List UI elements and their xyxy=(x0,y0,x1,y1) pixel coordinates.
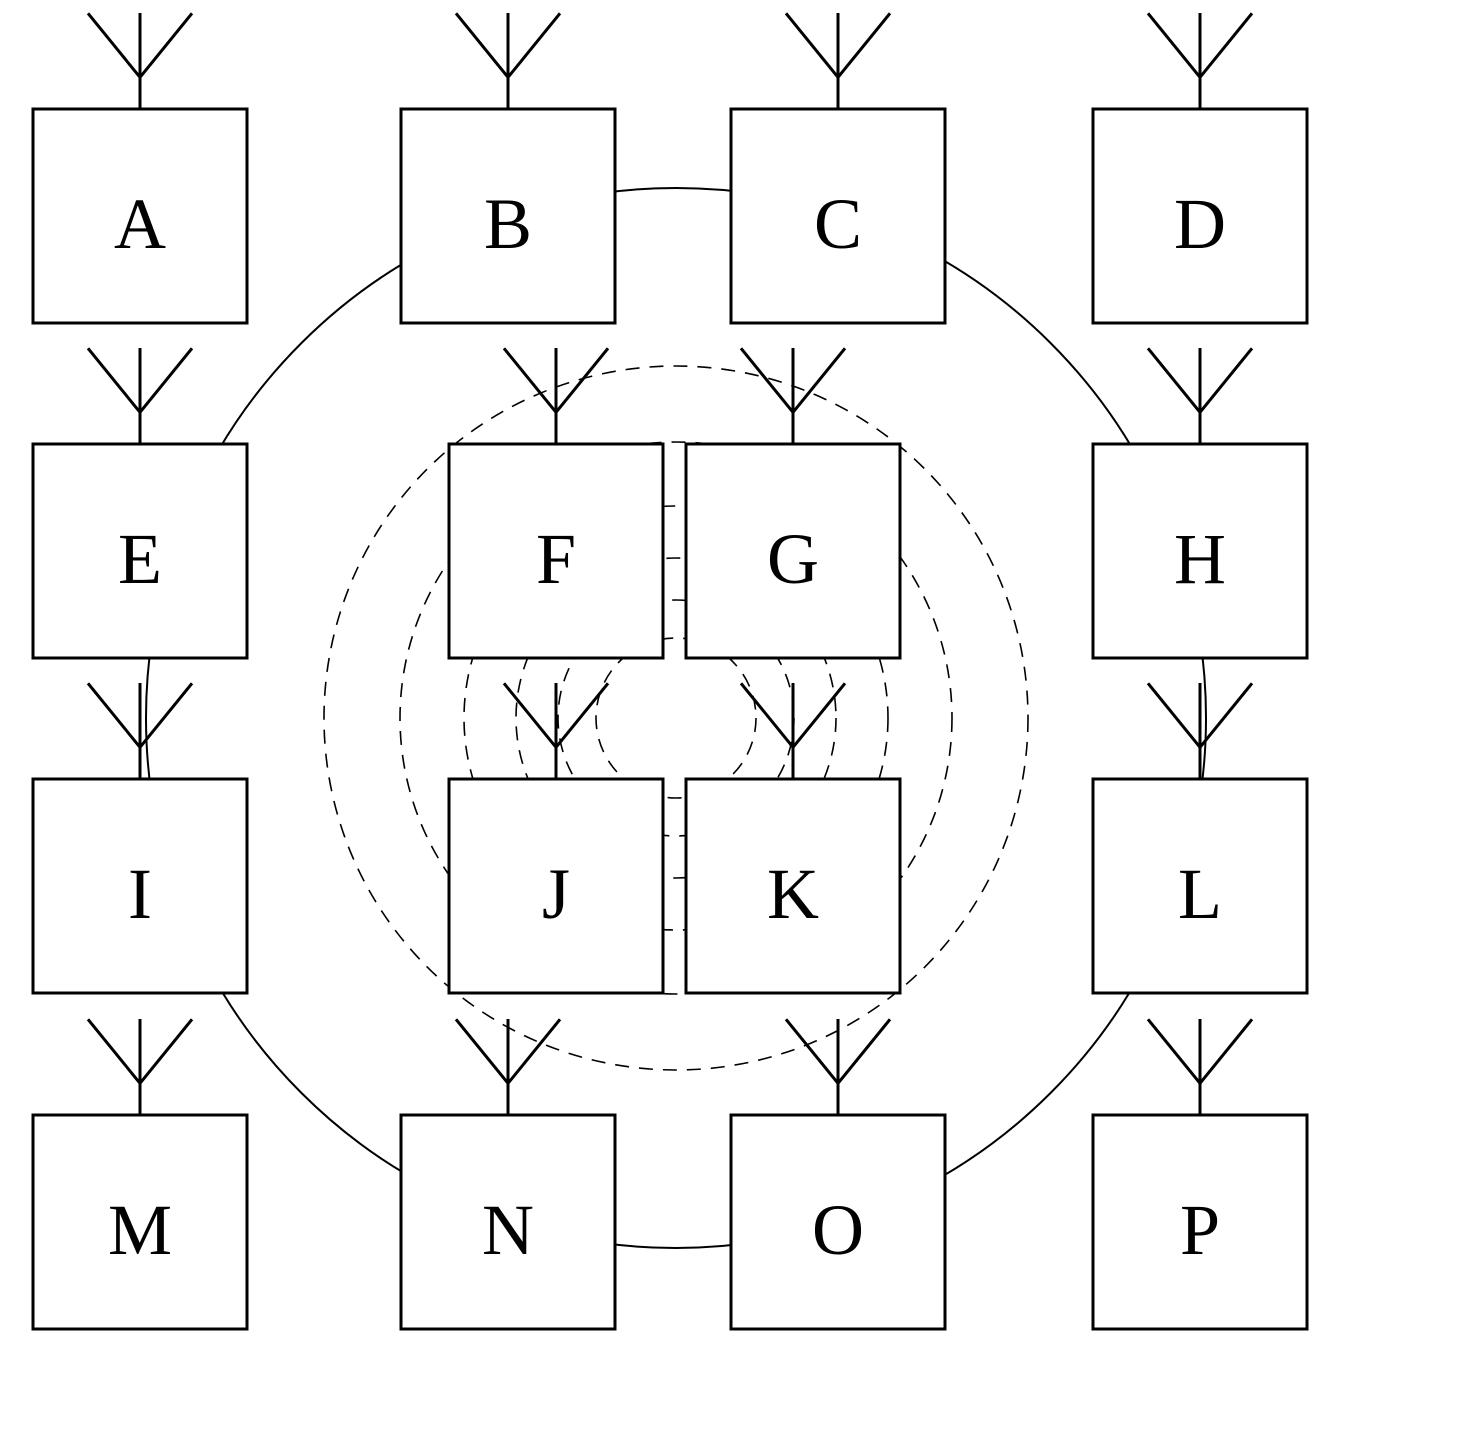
node-label: I xyxy=(128,854,152,934)
node-label: G xyxy=(767,519,819,599)
node-label: L xyxy=(1178,854,1222,934)
node-label: N xyxy=(482,1190,534,1270)
node-label: P xyxy=(1180,1190,1220,1270)
node-label: F xyxy=(536,519,576,599)
node-label: O xyxy=(812,1190,864,1270)
node-label: A xyxy=(114,184,166,264)
node-label: J xyxy=(542,854,570,934)
node-label: H xyxy=(1174,519,1226,599)
antenna-grid-diagram: A B C D E F G H I J K L M N O P xyxy=(0,0,1484,1441)
node-label: M xyxy=(108,1190,172,1270)
node-label: C xyxy=(814,184,862,264)
node-label: B xyxy=(484,184,532,264)
node-label: D xyxy=(1174,184,1226,264)
node-label: E xyxy=(118,519,162,599)
node-label: K xyxy=(767,854,819,934)
